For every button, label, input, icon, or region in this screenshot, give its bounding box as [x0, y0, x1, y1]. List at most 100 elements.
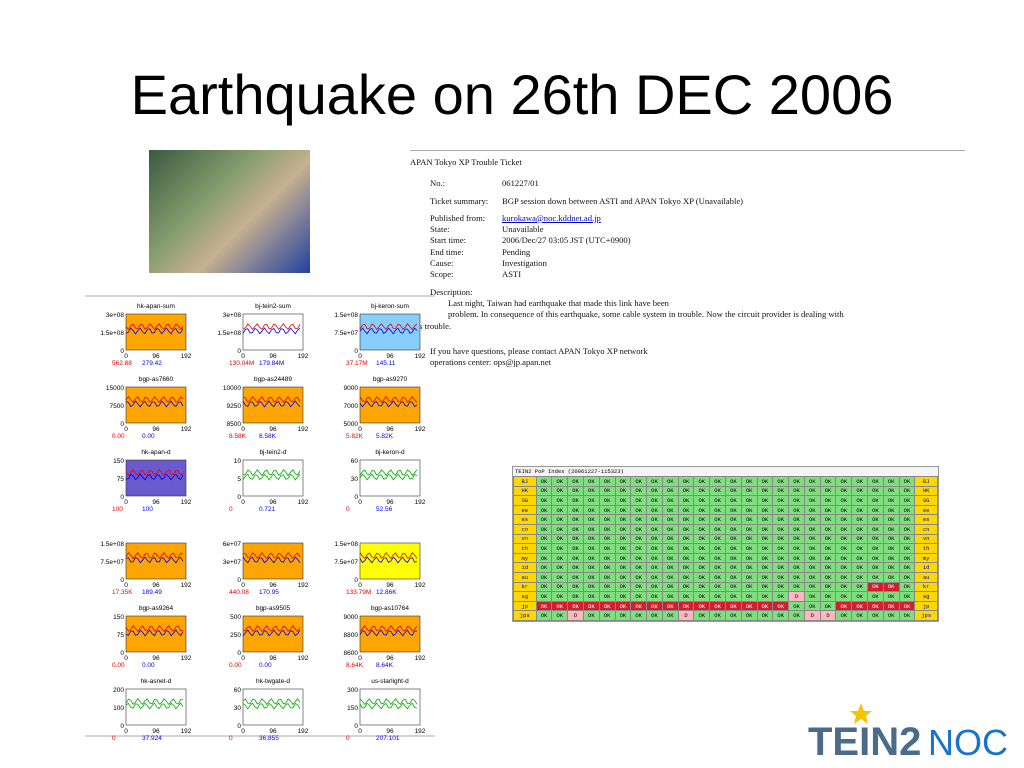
trace — [359, 400, 418, 408]
current-value: 279.42 — [142, 360, 162, 367]
description-line: this trouble. — [410, 320, 452, 331]
panel-name: bgp-as10764 — [371, 605, 409, 612]
y-tick-label: 7.5e+07 — [334, 559, 358, 566]
x-tick-label: 192 — [415, 582, 426, 589]
panel-name: bj-tein2-sum — [255, 303, 291, 310]
x-tick-label: 0 — [124, 728, 128, 735]
current-value: 0.00 — [112, 662, 125, 669]
trace — [242, 473, 301, 481]
y-tick-label: 75 — [117, 476, 125, 483]
ticket-row: Start time: 2006/Dec/27 03:05 JST (UTC+09… — [410, 235, 965, 246]
ticket-row: End time: Pending — [410, 247, 965, 258]
y-tick-label: 9250 — [227, 403, 242, 410]
pop-row: jp OK OK OK OK OK OK OK OK OK OK OK OK OK OK OK OK OK OK OK… — [513, 600, 938, 612]
trace — [359, 629, 418, 637]
y-tick-label: 5000 — [344, 421, 359, 428]
plot-area — [125, 459, 187, 497]
y-tick-label: 0 — [120, 494, 124, 501]
x-tick-label: 96 — [386, 582, 394, 589]
current-value: 189.49 — [142, 589, 162, 596]
y-tick-label: 150 — [113, 614, 124, 621]
x-tick-label: 96 — [152, 728, 160, 735]
trace — [359, 323, 418, 331]
panel-name: bgp-as9264 — [139, 605, 174, 612]
current-value: 37.17M — [346, 360, 368, 367]
pop-index: TEIN2 PoP Index (20061227-115323) BJ OK OK O… — [512, 466, 939, 622]
current-value: 0.00 — [112, 433, 125, 440]
field-key: Description: — [430, 286, 473, 297]
trace — [125, 400, 184, 408]
y-tick-label: 8600 — [344, 650, 359, 657]
y-tick-label: 10000 — [223, 385, 241, 392]
field-key: Ticket summary: — [430, 195, 489, 206]
x-tick-label: 192 — [181, 499, 192, 506]
x-tick-label: 96 — [152, 499, 160, 506]
current-value: 8.64K — [376, 662, 394, 669]
trace — [359, 473, 418, 481]
x-tick-label: 0 — [358, 353, 362, 360]
panel-name: bgp-as7660 — [139, 376, 174, 383]
current-value: 440.08 — [229, 589, 249, 596]
trace — [125, 469, 184, 477]
trace — [125, 396, 184, 404]
ticket-row: Published from: kurokawa@noc.kddnet.ad.jp — [410, 213, 965, 224]
trace — [125, 629, 184, 637]
y-tick-label: 0 — [120, 577, 124, 584]
pop-row: es OK OK OK OK OK OK OK OK OK OK OK OK OK OK OK OK OK OK OK… — [513, 514, 938, 525]
current-value: 0 — [229, 506, 233, 513]
field-value: Investigation — [502, 258, 547, 269]
trace — [242, 702, 301, 710]
pop-row: SG OK OK OK OK OK OK OK OK OK OK OK OK OK OK OK OK OK OK OK… — [513, 495, 938, 506]
x-tick-label: 0 — [124, 426, 128, 433]
x-tick-label: 192 — [181, 655, 192, 662]
ticket-row: State: Unavailable — [410, 224, 965, 235]
panel-name: hk-apan-d — [141, 449, 171, 456]
current-value: 170.95 — [259, 589, 279, 596]
plot-area — [125, 688, 187, 726]
y-tick-label: 7.5e+07 — [334, 330, 358, 337]
field-value: 2006/Dec/27 03:05 JST (UTC+0900) — [502, 235, 631, 246]
x-tick-label: 96 — [152, 582, 160, 589]
pop-row: vn OK OK OK OK OK OK OK OK OK OK OK OK OK OK OK OK OK OK OK… — [513, 533, 938, 545]
y-tick-label: 7.5e+07 — [100, 559, 124, 566]
current-value: 5.82K — [346, 433, 364, 440]
x-tick-label: 192 — [298, 499, 309, 506]
current-value: 179.84M — [259, 360, 284, 367]
y-tick-label: 9000 — [344, 614, 359, 621]
contact-line: If you have questions, please contact AP… — [430, 345, 648, 356]
trace — [125, 552, 184, 560]
field-value: BGP session down between ASTI and APAN T… — [502, 195, 744, 206]
y-tick-label: 1.5e+08 — [334, 312, 358, 319]
y-tick-label: 0 — [237, 494, 241, 501]
x-tick-label: 0 — [241, 655, 245, 662]
plot-area — [242, 386, 304, 424]
ticket-row: Scope: ASTI — [410, 269, 965, 280]
x-tick-label: 192 — [415, 728, 426, 735]
ticket-row: Ticket summary: BGP session down between … — [410, 196, 965, 207]
current-value: 100 — [142, 506, 153, 513]
y-tick-label: 0 — [354, 348, 358, 355]
x-tick-label: 192 — [298, 655, 309, 662]
x-tick-label: 96 — [269, 426, 277, 433]
x-tick-label: 192 — [181, 353, 192, 360]
pop-row: id OK OK OK OK OK OK OK OK OK OK OK OK OK OK OK OK OK OK OK… — [513, 562, 938, 573]
x-tick-label: 192 — [298, 353, 309, 360]
current-value: 207.101 — [376, 735, 400, 742]
x-tick-label: 192 — [415, 353, 426, 360]
x-tick-label: 0 — [358, 582, 362, 589]
y-tick-label: 0 — [120, 348, 124, 355]
pop-row: cn OK OK OK OK OK OK OK OK OK OK OK OK OK OK OK OK OK OK OK… — [513, 523, 938, 535]
y-tick-label: 0 — [237, 650, 241, 657]
trace — [243, 469, 301, 477]
current-value: 133.79M — [346, 589, 371, 596]
y-tick-label: 3e+08 — [223, 312, 242, 319]
y-tick-label: 0 — [354, 577, 358, 584]
x-tick-label: 96 — [386, 353, 394, 360]
y-tick-label: 60 — [234, 687, 242, 694]
x-tick-label: 96 — [152, 353, 160, 360]
trace — [242, 556, 301, 564]
field-key: Published from: — [430, 212, 486, 223]
y-tick-label: 1.5e+08 — [217, 330, 241, 337]
x-tick-label: 192 — [415, 655, 426, 662]
current-value: 37.924 — [142, 735, 162, 742]
